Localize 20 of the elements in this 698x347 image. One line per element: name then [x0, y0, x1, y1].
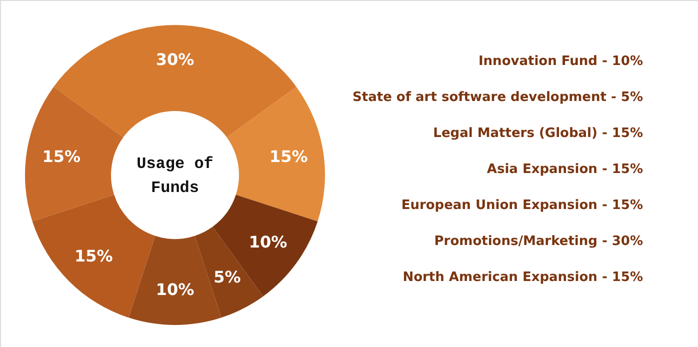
data-label: 10%	[248, 232, 288, 252]
text: Innovation Fund - 10%	[478, 54, 643, 69]
text: State of art software development - 5%	[352, 90, 643, 105]
data-label: 15%	[269, 147, 308, 166]
text: Usage of Funds	[136, 155, 214, 197]
donut-slice	[25, 86, 124, 222]
text: Asia Expansion - 15%	[486, 162, 643, 177]
text: North American Expansion - 15%	[402, 270, 643, 285]
text: Promotions/Marketing - 30%	[434, 234, 643, 249]
donut-slice	[212, 194, 318, 296]
text: Legal Matters (Global) - 15%	[433, 126, 643, 141]
donut-slice	[226, 86, 325, 222]
data-label: 5%	[214, 267, 241, 286]
donut-slice	[32, 194, 156, 318]
data-label: 15%	[42, 147, 81, 166]
donut-slice	[54, 25, 296, 138]
text: European Union Expansion - 15%	[401, 198, 643, 213]
data-label: 15%	[74, 246, 113, 266]
data-label: 10%	[156, 280, 194, 299]
data-label: 30%	[156, 50, 194, 69]
